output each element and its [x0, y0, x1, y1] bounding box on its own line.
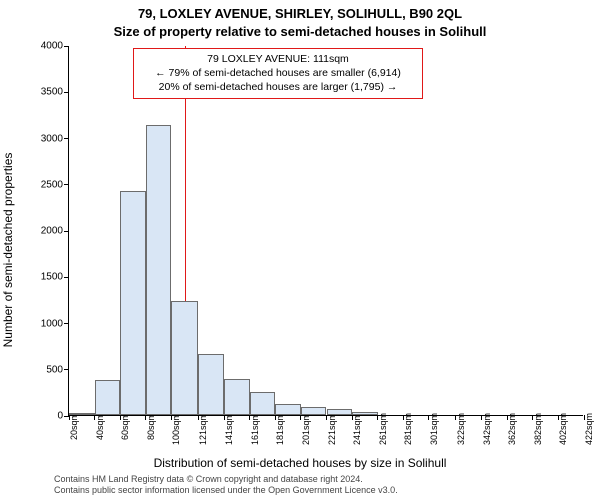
x-tick-label: 281sqm: [403, 413, 413, 445]
x-tick-label: 181sqm: [275, 413, 285, 445]
y-axis-label: Number of semi-detached properties: [1, 153, 15, 348]
x-tick-label: 241sqm: [352, 413, 362, 445]
y-tick: [64, 231, 69, 232]
y-tick: [64, 184, 69, 185]
annotation-line: ← 79% of semi-detached houses are smalle…: [140, 66, 416, 80]
histogram-bar: [327, 409, 353, 415]
histogram-bar: [120, 191, 146, 415]
subject-annotation-box: 79 LOXLEY AVENUE: 111sqm← 79% of semi-de…: [133, 48, 423, 99]
x-tick-label: 322sqm: [456, 413, 466, 445]
x-tick-label: 201sqm: [301, 413, 311, 445]
y-tick-label: 0: [57, 411, 63, 422]
histogram-bar: [198, 354, 224, 416]
chart-title: Size of property relative to semi-detach…: [0, 24, 600, 39]
y-tick-label: 3500: [41, 87, 63, 98]
x-tick-label: 100sqm: [171, 413, 181, 445]
y-tick-label: 500: [46, 364, 63, 375]
annotation-line: 20% of semi-detached houses are larger (…: [140, 80, 416, 94]
x-tick-label: 40sqm: [95, 413, 105, 440]
histogram-bar: [301, 407, 327, 415]
histogram-bar: [69, 413, 95, 415]
x-tick-label: 80sqm: [146, 413, 156, 440]
chart-supertitle: 79, LOXLEY AVENUE, SHIRLEY, SOLIHULL, B9…: [0, 6, 600, 21]
y-tick: [64, 92, 69, 93]
x-tick-label: 382sqm: [533, 413, 543, 445]
histogram-bar: [352, 412, 378, 415]
y-tick-label: 1500: [41, 272, 63, 283]
x-tick-label: 422sqm: [584, 413, 594, 445]
y-tick: [64, 369, 69, 370]
y-tick: [64, 46, 69, 47]
x-tick-label: 141sqm: [224, 413, 234, 445]
x-tick-label: 60sqm: [120, 413, 130, 440]
annotation-line: 79 LOXLEY AVENUE: 111sqm: [140, 52, 416, 66]
y-tick-label: 3000: [41, 133, 63, 144]
x-tick-label: 342sqm: [482, 413, 492, 445]
y-tick: [64, 323, 69, 324]
x-axis-label: Distribution of semi-detached houses by …: [0, 456, 600, 470]
histogram-bar: [250, 392, 276, 415]
histogram-bar: [275, 404, 301, 415]
histogram-bar: [95, 380, 121, 415]
footer-line-2: Contains public sector information licen…: [54, 485, 398, 496]
y-tick-label: 1000: [41, 318, 63, 329]
x-tick-label: 301sqm: [429, 413, 439, 445]
histogram-bar: [171, 301, 198, 415]
y-tick: [64, 277, 69, 278]
histogram-bar: [224, 379, 250, 415]
y-tick-label: 2000: [41, 226, 63, 237]
footer-line-1: Contains HM Land Registry data © Crown c…: [54, 474, 398, 485]
y-tick: [64, 138, 69, 139]
x-tick-label: 121sqm: [198, 413, 208, 445]
x-tick-label: 362sqm: [507, 413, 517, 445]
plot-area: 79 LOXLEY AVENUE: 111sqm← 79% of semi-de…: [68, 46, 583, 416]
y-tick-label: 2500: [41, 179, 63, 190]
histogram-bar: [146, 125, 172, 415]
x-tick-label: 20sqm: [69, 413, 79, 440]
x-tick-label: 161sqm: [250, 413, 260, 445]
x-tick-label: 221sqm: [327, 413, 337, 445]
attribution-footer: Contains HM Land Registry data © Crown c…: [54, 474, 398, 497]
y-tick-label: 4000: [41, 41, 63, 52]
x-tick-label: 402sqm: [558, 413, 568, 445]
x-tick-label: 261sqm: [378, 413, 388, 445]
